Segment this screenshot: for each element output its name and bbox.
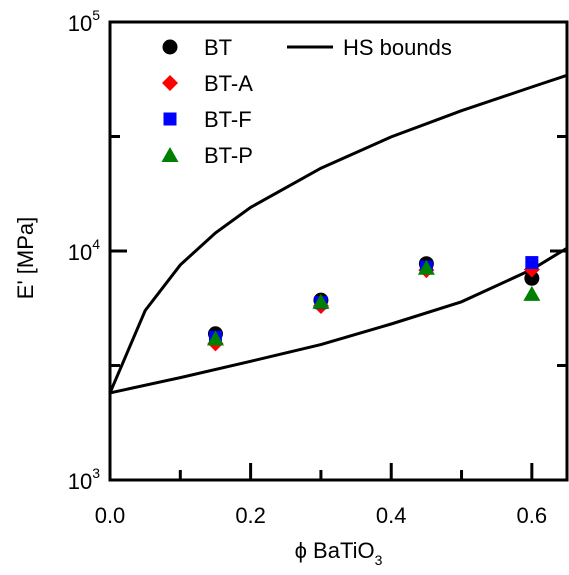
legend-label-bt-p: BT-P bbox=[204, 143, 253, 168]
point-bt-f bbox=[525, 256, 539, 270]
x-tick-label: 0.0 bbox=[95, 503, 126, 528]
point-bt-p bbox=[417, 259, 435, 275]
legend-marker-bt-a bbox=[162, 75, 178, 91]
legend-marker-bt-f bbox=[163, 112, 177, 126]
point-bt-p bbox=[312, 293, 330, 309]
x-tick-label: 0.2 bbox=[235, 503, 266, 528]
hs-upper-bound-line bbox=[110, 73, 567, 394]
hs-lower-bound-line bbox=[110, 246, 567, 395]
bound-lines bbox=[110, 73, 567, 395]
plot-frame bbox=[108, 20, 569, 482]
point-bt-p bbox=[206, 330, 224, 346]
x-tick-label: 0.6 bbox=[517, 503, 548, 528]
data-points bbox=[206, 256, 541, 352]
y-axis-title: E' [MPa] bbox=[13, 217, 38, 299]
legend-label-bt: BT bbox=[204, 35, 232, 60]
y-tick-label: 104 bbox=[68, 236, 100, 265]
y-tick-label: 105 bbox=[68, 7, 100, 36]
legend-label-bt-a: BT-A bbox=[204, 71, 253, 96]
legend-marker-bt bbox=[162, 39, 178, 55]
legend-label-hs-bounds: HS bounds bbox=[343, 35, 452, 60]
point-bt bbox=[524, 270, 540, 286]
point-bt-p bbox=[523, 285, 541, 301]
x-axis-title: ϕ BaTiO3 bbox=[295, 538, 383, 568]
axes: 0.0 0.2 0.4 0.6 103 104 105 ϕ BaTiO3 E' [MPa] bbox=[13, 7, 569, 568]
y-tick-label: 103 bbox=[68, 465, 100, 494]
legend-label-bt-f: BT-F bbox=[204, 107, 252, 132]
x-tick-label: 0.4 bbox=[376, 503, 407, 528]
legend-marker-bt-p bbox=[161, 147, 179, 162]
legend: BT BT-A BT-F BT-P HS bounds bbox=[161, 35, 452, 168]
